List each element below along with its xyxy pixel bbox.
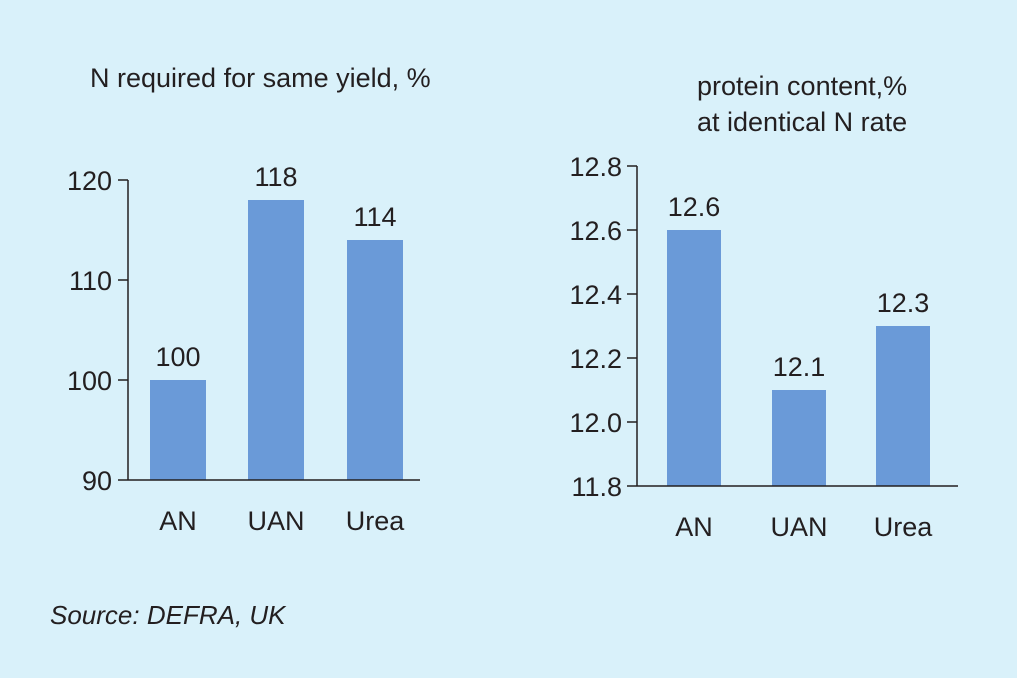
bar-1-0 — [667, 230, 721, 486]
data-label-1-1: 12.1 — [773, 352, 826, 382]
y-tick-label-1-0: 11.8 — [571, 472, 622, 502]
data-label-0-0: 100 — [155, 342, 200, 372]
bar-1-2 — [876, 326, 930, 486]
y-tick-label-1-2: 12.2 — [569, 344, 622, 374]
y-tick-label-1-1: 12.0 — [569, 408, 622, 438]
data-label-0-1: 118 — [254, 162, 297, 192]
x-tick-label-0-1: UAN — [247, 506, 304, 536]
source-note: Source: DEFRA, UK — [50, 600, 286, 630]
data-label-1-0: 12.6 — [668, 192, 721, 222]
chart-title-right: protein content,% at identical N rate — [697, 71, 908, 137]
x-tick-label-1-0: AN — [675, 512, 713, 542]
y-tick-label-1-5: 12.8 — [569, 152, 622, 182]
x-tick-label-0-2: Urea — [346, 506, 406, 536]
bar-1-1 — [772, 390, 826, 486]
x-tick-label-0-0: AN — [159, 506, 197, 536]
chart-title-left: N required for same yield, % — [90, 63, 431, 93]
y-tick-label-0-1: 100 — [67, 366, 112, 396]
y-tick-label-1-4: 12.6 — [569, 216, 622, 246]
bar-0-1 — [248, 200, 304, 480]
y-tick-label-1-3: 12.4 — [569, 280, 622, 310]
y-tick-label-0-3: 120 — [67, 166, 112, 196]
data-label-0-2: 114 — [353, 202, 396, 232]
bar-0-0 — [150, 380, 206, 480]
x-tick-label-1-1: UAN — [770, 512, 827, 542]
bar-0-2 — [347, 240, 403, 480]
x-tick-label-1-2: Urea — [874, 512, 934, 542]
data-label-1-2: 12.3 — [877, 288, 930, 318]
y-tick-label-0-2: 110 — [69, 266, 112, 296]
y-tick-label-0-0: 90 — [82, 466, 112, 496]
